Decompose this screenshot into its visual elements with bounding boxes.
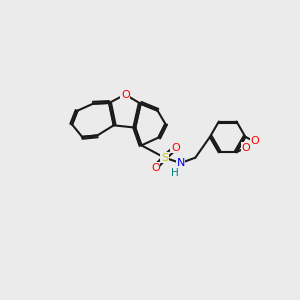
Text: O: O [171, 143, 180, 153]
Text: O: O [121, 89, 130, 100]
Text: O: O [151, 163, 160, 173]
Text: H: H [171, 168, 178, 178]
Text: O: O [250, 136, 259, 146]
Text: O: O [242, 142, 250, 153]
Text: N: N [176, 158, 185, 168]
Text: S: S [161, 153, 168, 163]
